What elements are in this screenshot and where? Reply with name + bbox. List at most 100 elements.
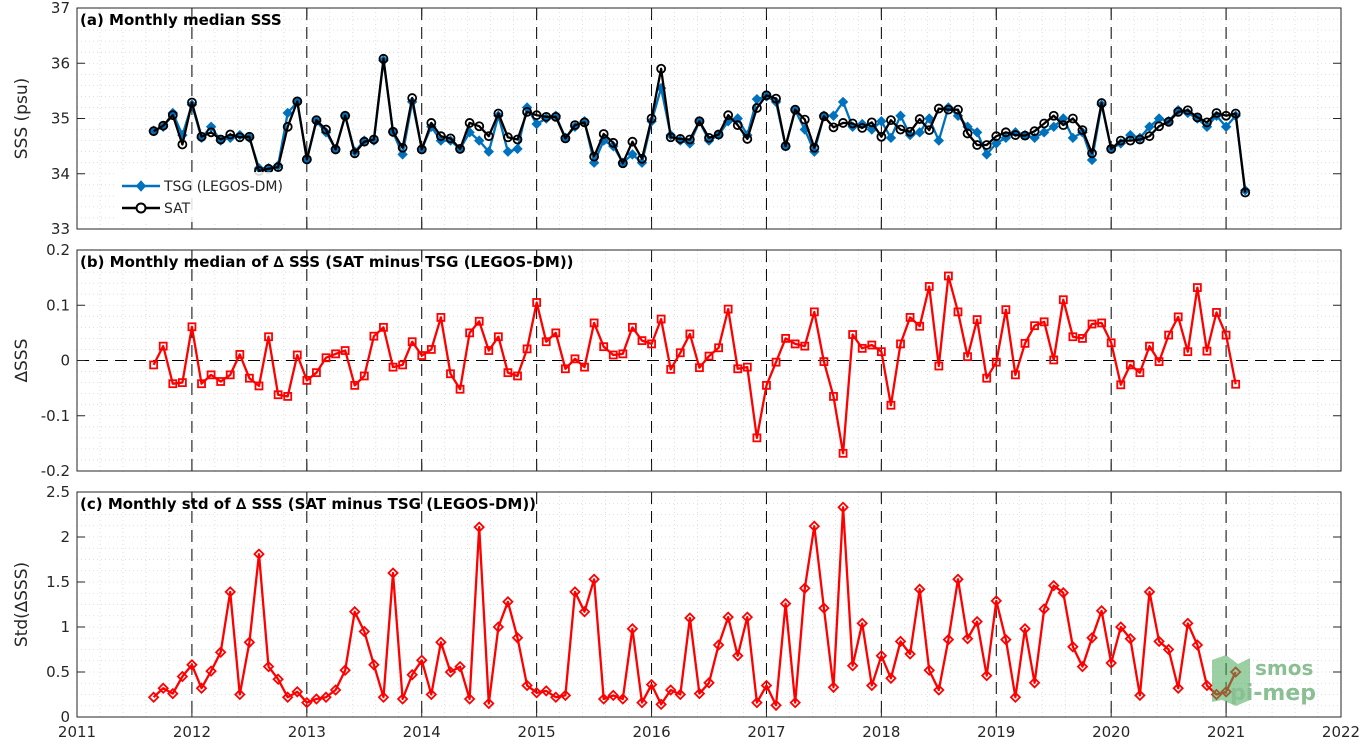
data-point <box>1192 283 1202 292</box>
logo-line1: smos <box>1255 656 1313 680</box>
data-point <box>417 351 427 360</box>
data-point <box>1134 689 1146 702</box>
data-point <box>1097 318 1107 328</box>
data-point <box>1231 379 1241 389</box>
data-point <box>703 677 715 689</box>
data-point <box>790 339 800 349</box>
data-point <box>1143 586 1156 598</box>
data-point <box>206 370 216 380</box>
x-tick-label: 2014 <box>403 723 441 741</box>
data-point <box>415 654 428 667</box>
data-point <box>1221 110 1231 121</box>
data-point <box>254 381 264 391</box>
data-point <box>886 115 896 126</box>
y-tick-label: 1.5 <box>46 573 70 591</box>
data-point <box>933 103 944 114</box>
data-point <box>348 605 361 618</box>
data-point <box>320 691 332 703</box>
data-point <box>674 688 687 701</box>
y-tick-label: 0 <box>60 352 70 370</box>
data-point <box>168 379 178 389</box>
data-point <box>464 118 475 128</box>
series-markers <box>149 271 1241 458</box>
data-point <box>914 114 925 124</box>
data-point <box>1173 312 1183 322</box>
data-point <box>493 332 503 342</box>
y-tick-label: 0 <box>60 708 70 726</box>
data-point <box>762 380 771 390</box>
data-point <box>800 341 810 351</box>
data-point <box>1049 355 1059 365</box>
data-point <box>570 120 580 131</box>
data-point <box>981 149 992 160</box>
data-point <box>856 617 868 630</box>
legend: TSG (LEGOS-DM) SAT <box>115 172 305 222</box>
data-point <box>761 90 772 101</box>
data-point <box>1172 682 1184 694</box>
data-point <box>637 153 647 164</box>
data-point <box>196 131 207 142</box>
data-point <box>1076 660 1089 673</box>
data-point <box>1047 579 1060 592</box>
data-point <box>1220 121 1232 132</box>
data-point <box>1068 332 1078 342</box>
x-tick-label: 2017 <box>747 723 785 741</box>
data-point <box>675 348 685 358</box>
data-point <box>808 520 821 532</box>
minor-grid <box>76 7 1342 230</box>
data-point <box>848 330 858 339</box>
x-tick-label: 2020 <box>1092 723 1130 741</box>
data-point <box>1116 380 1126 390</box>
data-point <box>312 368 321 378</box>
data-point <box>397 142 408 153</box>
data-point <box>569 586 581 598</box>
data-point <box>1201 679 1213 692</box>
data-point <box>818 602 830 614</box>
x-tick-label: 2012 <box>173 723 211 741</box>
data-point <box>751 696 763 709</box>
data-point <box>1162 643 1175 656</box>
data-point <box>1106 338 1116 348</box>
data-point <box>608 137 619 148</box>
x-tick-label: 2016 <box>632 723 670 741</box>
data-point <box>933 135 945 146</box>
data-point <box>560 133 571 144</box>
data-point <box>1019 623 1031 635</box>
data-point <box>176 670 189 683</box>
data-point <box>560 364 570 374</box>
data-point <box>149 360 159 370</box>
data-point <box>1029 132 1040 144</box>
data-point <box>1221 330 1231 340</box>
data-point <box>714 343 723 353</box>
y-tick-label: 2 <box>60 528 70 546</box>
x-tick-label: 2019 <box>977 723 1015 741</box>
smos-pi-mep-logo: smos pi-mep <box>1212 655 1316 706</box>
data-point <box>358 625 371 638</box>
data-point <box>704 132 714 143</box>
data-point <box>827 681 840 694</box>
data-point <box>387 567 399 579</box>
x-tick-label: 2018 <box>862 723 900 741</box>
data-point <box>310 693 323 705</box>
data-point <box>349 148 360 159</box>
data-point <box>368 134 379 145</box>
data-point <box>876 116 887 127</box>
data-point <box>608 350 618 360</box>
data-point <box>837 501 849 514</box>
data-point <box>550 691 562 703</box>
data-point <box>1067 113 1078 124</box>
data-point <box>685 329 695 339</box>
x-tick-label: 2021 <box>1207 723 1245 741</box>
y-axis-label: ∆SSS <box>12 339 32 384</box>
data-point <box>1212 308 1221 317</box>
data-point <box>646 113 657 124</box>
data-point <box>885 132 897 144</box>
data-point <box>694 116 705 127</box>
data-point <box>913 583 926 595</box>
panel-title: (b) Monthly median of ∆ SSS (SAT minus T… <box>80 253 574 271</box>
data-point <box>704 351 714 361</box>
data-point <box>597 693 610 705</box>
data-point <box>1135 134 1145 145</box>
legend-tsg-marker <box>135 180 147 192</box>
data-point <box>1125 360 1135 370</box>
